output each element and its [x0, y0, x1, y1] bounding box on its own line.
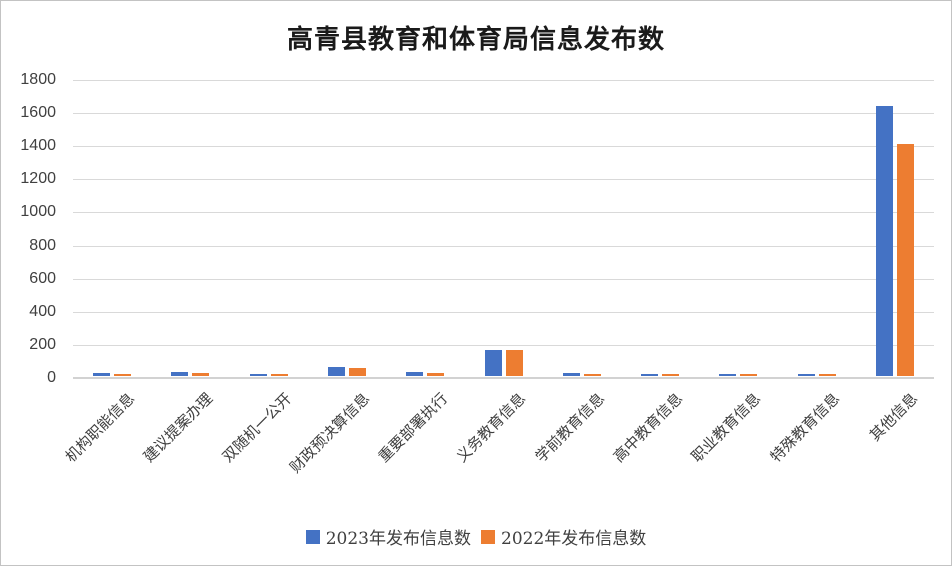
- y-tick-label: 1000: [20, 203, 56, 221]
- y-tick-label: 800: [29, 236, 56, 254]
- legend-label: 2022年发布信息数: [501, 529, 647, 549]
- y-tick-label: 400: [29, 302, 56, 320]
- y-tick-label: 200: [29, 335, 56, 353]
- x-axis-label: 双随机一公开: [218, 389, 295, 466]
- x-axis-label: 重要部署执行: [374, 389, 452, 466]
- x-axis-label: 职业教育信息: [688, 389, 765, 466]
- y-tick-label: 1400: [20, 137, 56, 155]
- gridline: [73, 146, 934, 148]
- y-tick-label: 0: [47, 369, 56, 386]
- x-axis-label: 学前教育信息: [531, 389, 608, 466]
- legend-swatch-icon: [481, 529, 495, 544]
- x-axis-label: 高中教育信息: [609, 389, 687, 466]
- x-axis-label: 义务教育信息: [453, 389, 530, 466]
- y-tick-label: 600: [29, 269, 56, 287]
- bar-2022年发布信息数-建议提案办理: [192, 373, 210, 376]
- bar-2022年发布信息数-重要部署执行: [427, 372, 445, 376]
- bar-2022年发布信息数-学前教育信息: [583, 374, 601, 376]
- bar-2022年发布信息数-双随机一公开: [270, 374, 288, 376]
- bar-2023年发布信息数-其他信息: [875, 106, 893, 376]
- y-tick-label: 1800: [20, 71, 56, 88]
- gridline: [73, 278, 934, 280]
- bar-2022年发布信息数-职业教育信息: [740, 374, 758, 376]
- bar-2023年发布信息数-学前教育信息: [562, 372, 580, 376]
- bar-2022年发布信息数-财政预决算信息: [348, 368, 366, 376]
- y-tick-label: 1200: [20, 170, 56, 188]
- legend: 2023年发布信息数 2022年发布信息数: [1, 524, 951, 549]
- bar-2022年发布信息数-高中教育信息: [662, 374, 680, 376]
- x-axis-label: 其他信息: [865, 389, 922, 445]
- gridline: [73, 245, 934, 247]
- chart-title: 高青县教育和体育局信息发布数: [286, 25, 665, 55]
- gridline: [73, 80, 934, 81]
- legend-swatch-icon: [305, 529, 320, 544]
- bar-2023年发布信息数-职业教育信息: [719, 374, 737, 376]
- bar-2023年发布信息数-建议提案办理: [171, 371, 189, 376]
- gridline: [73, 344, 934, 346]
- legend-item: 2023年发布信息数: [305, 524, 471, 549]
- y-tick-label: 1600: [20, 104, 56, 122]
- bar-2023年发布信息数-双随机一公开: [249, 374, 267, 376]
- x-axis-label: 机构职能信息: [61, 389, 139, 466]
- bar-2023年发布信息数-义务教育信息: [484, 349, 502, 376]
- x-axis-label: 财政预决算信息: [286, 389, 374, 477]
- x-axis-label: 特殊教育信息: [766, 389, 843, 466]
- gridline: [73, 113, 934, 115]
- bar-2023年发布信息数-机构职能信息: [93, 372, 111, 376]
- x-axis-label: 建议提案办理: [140, 389, 217, 466]
- x-axis-line: [73, 377, 934, 379]
- gridline: [73, 179, 934, 181]
- bar-2022年发布信息数-特殊教育信息: [818, 374, 836, 376]
- bar-2023年发布信息数-特殊教育信息: [797, 374, 815, 376]
- gridline: [73, 311, 934, 313]
- gridline: [73, 212, 934, 214]
- bar-2023年发布信息数-高中教育信息: [641, 374, 659, 376]
- bar-2022年发布信息数-机构职能信息: [114, 374, 132, 376]
- legend-item: 2022年发布信息数: [481, 524, 646, 549]
- plot-area: 0 200 400 600 800 1000 1200 1400 1600 1800 机构职能信息建…: [20, 72, 934, 476]
- bar-2023年发布信息数-重要部署执行: [406, 372, 424, 376]
- bar-2022年发布信息数-义务教育信息: [505, 349, 523, 376]
- legend-label: 2023年发布信息数: [325, 529, 471, 549]
- bar-2022年发布信息数-其他信息: [896, 144, 914, 376]
- bar-2023年发布信息数-财政预决算信息: [327, 367, 345, 376]
